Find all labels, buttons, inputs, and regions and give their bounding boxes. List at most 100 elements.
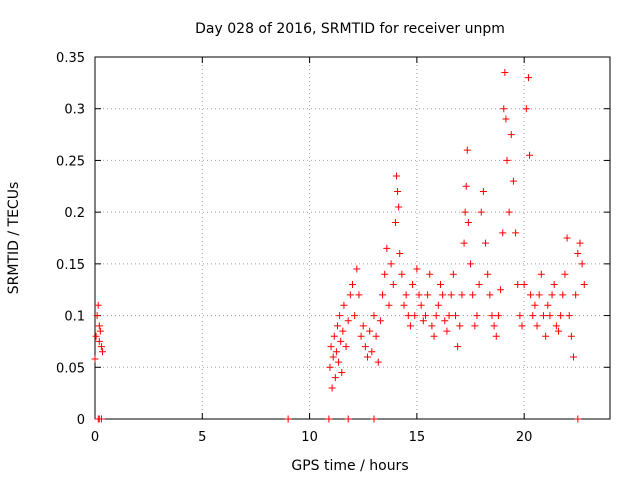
y-axis-label: SRMTID / TECUs <box>6 182 22 295</box>
data-point <box>97 415 105 423</box>
data-point <box>96 327 104 335</box>
chart-title: Day 028 of 2016, SRMTID for receiver unp… <box>195 21 505 37</box>
data-point <box>488 312 496 320</box>
data-point <box>565 312 573 320</box>
y-tick-label: 0 <box>77 413 85 428</box>
data-point <box>456 322 464 330</box>
data-point <box>417 301 425 309</box>
data-point <box>461 208 469 216</box>
data-point <box>372 332 380 340</box>
data-point <box>441 317 449 325</box>
data-point <box>95 337 103 345</box>
data-point <box>463 146 471 154</box>
data-point <box>368 348 376 356</box>
data-point <box>439 291 447 299</box>
data-point <box>91 355 99 363</box>
data-point <box>475 281 483 289</box>
data-point <box>520 281 528 289</box>
data-point <box>469 291 477 299</box>
data-point <box>497 286 505 294</box>
data-point <box>364 353 372 361</box>
data-point <box>327 343 335 351</box>
data-point <box>392 172 400 180</box>
data-point <box>574 415 582 423</box>
data-point <box>477 208 485 216</box>
data-point <box>464 218 472 226</box>
data-point <box>555 327 562 335</box>
data-point <box>424 291 432 299</box>
data-point <box>507 131 515 139</box>
data-point <box>357 332 365 340</box>
data-point <box>467 260 475 268</box>
data-point <box>376 317 384 325</box>
y-tick-label: 0.35 <box>56 51 85 66</box>
y-tick-label: 0.1 <box>64 310 85 325</box>
data-point <box>492 332 500 340</box>
data-point <box>434 301 442 309</box>
y-tick-label: 0.05 <box>56 361 85 376</box>
data-point <box>537 270 545 278</box>
data-point <box>499 229 507 237</box>
data-point <box>413 265 421 273</box>
y-tick-label: 0.2 <box>64 206 85 221</box>
data-points <box>91 69 588 423</box>
data-point <box>328 384 336 392</box>
data-point <box>567 332 575 340</box>
data-point <box>346 291 354 299</box>
data-point <box>336 312 344 320</box>
data-point <box>421 312 429 320</box>
data-point <box>99 348 107 356</box>
data-point <box>572 291 580 299</box>
data-point <box>430 332 438 340</box>
data-point <box>516 312 524 320</box>
data-point <box>366 327 374 335</box>
data-point <box>557 312 565 320</box>
data-point <box>338 368 346 376</box>
data-point <box>447 291 455 299</box>
data-point <box>570 353 578 361</box>
data-point <box>330 332 338 340</box>
data-point <box>95 322 103 330</box>
data-point <box>561 270 569 278</box>
x-tick-label: 5 <box>198 430 206 445</box>
data-point <box>527 291 535 299</box>
data-point <box>395 203 403 211</box>
grid-lines <box>95 57 610 419</box>
data-point <box>522 105 530 113</box>
data-point <box>462 182 470 190</box>
data-point <box>426 270 434 278</box>
data-point <box>344 317 352 325</box>
data-point <box>514 281 522 289</box>
data-point <box>351 312 359 320</box>
data-point <box>503 156 511 164</box>
data-point <box>436 281 444 289</box>
data-point <box>500 105 508 113</box>
y-tick-label: 0.15 <box>56 258 85 273</box>
data-point <box>535 291 543 299</box>
data-point <box>524 74 532 82</box>
data-point <box>359 322 367 330</box>
data-point <box>445 312 453 320</box>
data-point <box>411 312 419 320</box>
data-point <box>563 234 571 242</box>
data-point <box>326 363 334 371</box>
data-point <box>542 332 550 340</box>
data-point <box>550 281 558 289</box>
data-point <box>509 177 517 185</box>
y-tick-label: 0.25 <box>56 154 85 169</box>
data-point <box>284 415 292 423</box>
data-point <box>533 322 541 330</box>
data-point <box>529 312 537 320</box>
data-point <box>374 358 382 366</box>
data-point <box>484 270 492 278</box>
data-point <box>443 327 451 335</box>
data-point <box>548 291 556 299</box>
data-point <box>402 291 410 299</box>
data-point <box>490 322 498 330</box>
data-point <box>398 270 406 278</box>
data-point <box>93 312 101 320</box>
data-point <box>335 358 343 366</box>
data-point <box>576 239 584 247</box>
x-tick-label: 10 <box>301 430 318 445</box>
